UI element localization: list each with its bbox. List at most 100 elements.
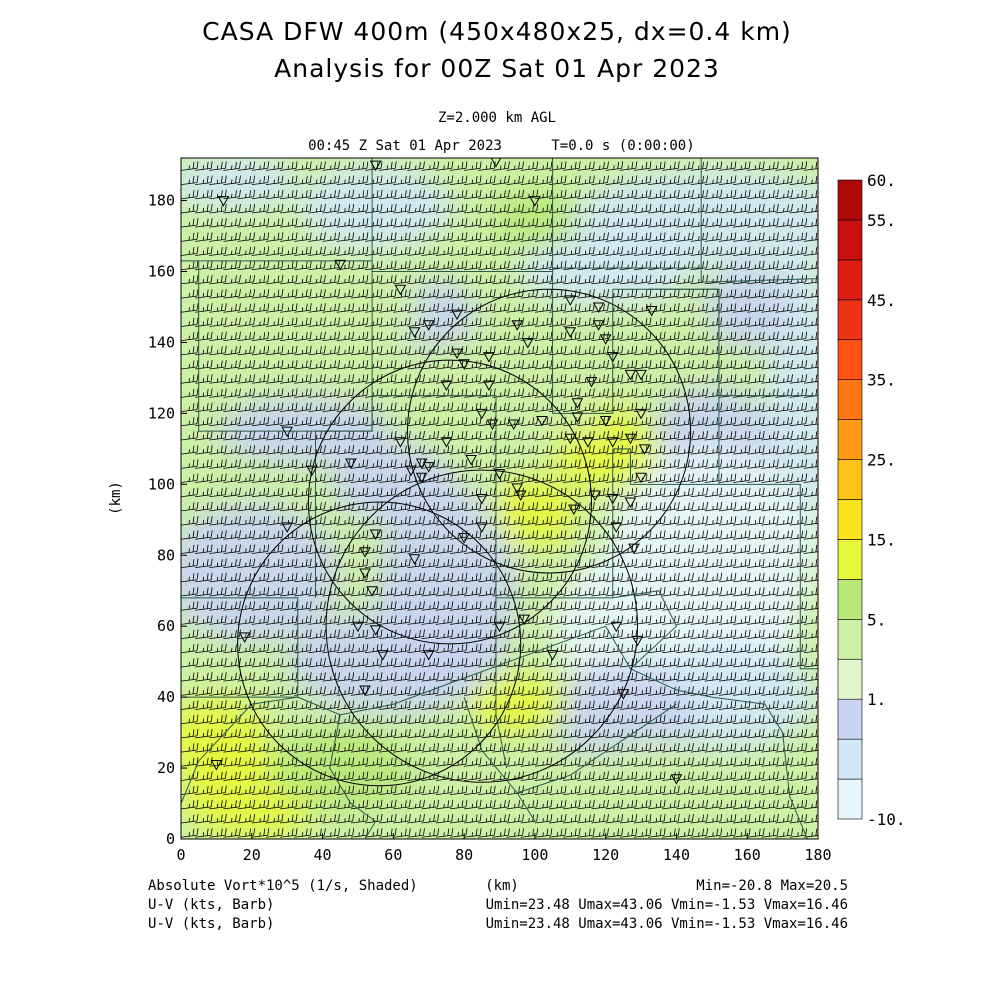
wind-barb xyxy=(350,402,369,412)
wind-barb xyxy=(548,161,567,171)
wind-barb xyxy=(520,714,539,725)
wind-barb xyxy=(265,799,284,810)
wind-barb xyxy=(704,771,723,781)
wind-barb xyxy=(251,374,270,384)
wind-barb xyxy=(492,345,510,356)
wind-barb xyxy=(563,643,581,654)
wind-barb xyxy=(534,459,553,469)
station-marker xyxy=(359,568,371,580)
boundary-line xyxy=(198,260,316,598)
wind-barb xyxy=(662,232,680,242)
wind-barb xyxy=(407,374,425,384)
wind-barb xyxy=(775,274,793,285)
wind-barb xyxy=(534,544,553,554)
wind-barb xyxy=(577,601,595,611)
colorbar-label: 5. xyxy=(867,610,886,629)
wind-barb xyxy=(280,232,298,242)
wind-barb xyxy=(195,303,213,313)
wind-barb xyxy=(492,189,510,200)
vorticity-region xyxy=(492,189,578,247)
wind-barb xyxy=(393,601,411,611)
wind-barb xyxy=(520,246,539,256)
wind-barb xyxy=(789,757,808,767)
wind-barb xyxy=(237,629,256,639)
wind-barb xyxy=(379,289,397,299)
wind-barb xyxy=(747,643,765,654)
wind-barb xyxy=(379,303,397,313)
wind-barb xyxy=(803,232,818,242)
wind-barb xyxy=(421,445,440,455)
wind-barb xyxy=(619,700,638,710)
wind-barb xyxy=(280,402,298,412)
wind-barb xyxy=(520,402,539,412)
wind-barb xyxy=(492,771,510,781)
wind-barb xyxy=(237,175,256,185)
boundary-line xyxy=(329,714,377,839)
wind-barb xyxy=(534,203,553,214)
station-marker xyxy=(238,632,251,643)
wind-barb xyxy=(407,388,425,398)
wind-barb xyxy=(520,317,539,327)
wind-barb xyxy=(534,757,553,767)
wind-barb xyxy=(733,771,751,781)
wind-barb xyxy=(350,459,369,469)
wind-barb xyxy=(633,374,652,384)
wind-barb xyxy=(336,175,355,185)
wind-barb xyxy=(251,289,270,299)
wind-barb xyxy=(534,487,553,498)
wind-barb xyxy=(294,246,312,256)
wind-barb xyxy=(322,473,340,483)
wind-barb xyxy=(407,629,425,639)
wind-barb xyxy=(336,828,355,838)
wind-barb xyxy=(393,203,411,214)
wind-barb xyxy=(449,516,468,526)
wind-barb xyxy=(478,246,496,256)
wind-barb xyxy=(421,317,440,327)
wind-barb xyxy=(690,189,708,200)
wind-barb xyxy=(633,218,652,228)
wind-barb xyxy=(747,161,765,171)
wind-barb xyxy=(577,359,595,370)
wind-barb xyxy=(393,445,411,455)
wind-barb xyxy=(633,487,652,498)
wind-barb xyxy=(690,586,708,597)
wind-barb xyxy=(563,473,581,483)
colorbar-swatch xyxy=(837,459,863,500)
wind-barb xyxy=(534,572,553,583)
wind-barb xyxy=(350,345,369,356)
wind-barb xyxy=(789,672,808,682)
wind-barb xyxy=(591,459,609,469)
wind-barb xyxy=(435,516,454,526)
wind-barb xyxy=(209,359,227,370)
wind-barb xyxy=(280,544,298,554)
wind-barb xyxy=(775,359,793,370)
wind-barb xyxy=(195,586,213,597)
wind-barb xyxy=(421,487,440,498)
wind-barb xyxy=(789,189,808,200)
wind-barb xyxy=(775,757,793,767)
wind-barb xyxy=(747,615,765,625)
wind-barb xyxy=(464,260,482,271)
wind-barb xyxy=(265,473,284,483)
wind-barb xyxy=(775,175,793,185)
wind-barb xyxy=(223,289,241,299)
wind-barb xyxy=(733,246,751,256)
wind-barb xyxy=(775,473,793,483)
station-marker xyxy=(345,458,357,470)
wind-barb xyxy=(251,700,270,710)
wind-barb xyxy=(789,430,808,441)
wind-barb xyxy=(379,232,397,242)
wind-barb xyxy=(761,530,779,540)
wind-barb xyxy=(676,161,694,171)
wind-barb xyxy=(435,487,454,498)
wind-barb xyxy=(336,771,355,781)
wind-barb xyxy=(223,274,241,285)
wind-barb xyxy=(251,686,270,696)
wind-barb xyxy=(761,161,779,171)
wind-barb xyxy=(237,260,256,271)
wind-barb xyxy=(662,629,680,639)
wind-barb xyxy=(322,813,340,824)
wind-barb xyxy=(237,388,256,398)
wind-barb xyxy=(435,572,454,583)
x-tick-label: 120 xyxy=(592,846,619,864)
